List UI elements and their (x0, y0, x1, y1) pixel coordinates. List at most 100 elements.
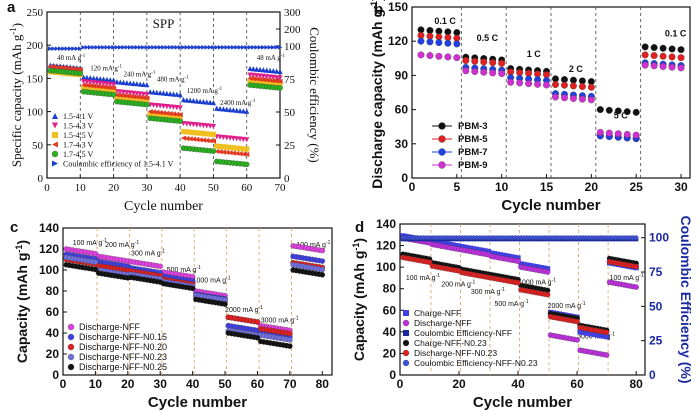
data-point (160, 113, 167, 119)
rate-label-text: 0.1 C (434, 16, 456, 26)
data-point (47, 63, 53, 70)
data-point (264, 45, 269, 50)
data-point (509, 254, 515, 260)
data-point (462, 67, 470, 75)
x-tick-label: 20 (108, 182, 120, 194)
y-axis-label-sup: -1 (369, 1, 379, 9)
data-point (220, 149, 227, 155)
data-point (614, 130, 622, 138)
data-point (650, 52, 658, 60)
y2-tick-label: 75 (649, 265, 663, 279)
rate-label-text: 1 C (527, 49, 542, 59)
rate-label: 500 mA g-1 (494, 299, 528, 308)
data-point (227, 144, 233, 151)
data-point (494, 251, 501, 257)
data-point (84, 45, 90, 50)
data-point (94, 45, 100, 50)
y-tick-label: 60 (395, 103, 409, 117)
x-tick-label: 5 (453, 180, 460, 194)
data-point (87, 86, 93, 92)
data-point (154, 45, 160, 50)
rate-label-text: 500 mA g (494, 301, 524, 308)
x-axis-label: Cycle number (473, 394, 572, 411)
data-point (81, 45, 86, 50)
legend-label: Coulombic Efficiency-NFF-N0.23 (414, 358, 538, 368)
data-point (264, 80, 270, 86)
data-point (124, 80, 130, 86)
data-point (77, 70, 84, 77)
data-point (164, 110, 170, 116)
data-point (561, 94, 568, 102)
y-axis-label: Discharge capacity (mAh g-1) (369, 0, 385, 189)
rate-label: 2400 mA g-1 (220, 99, 256, 107)
data-point (641, 43, 649, 51)
data-point (94, 83, 100, 89)
y-tick-label: 80 (383, 282, 397, 296)
data-point (319, 258, 326, 264)
rate-label-sup: -1 (226, 276, 231, 282)
legend-label: PBM-7 (458, 147, 488, 158)
data-point (230, 150, 236, 156)
data-point (167, 114, 173, 120)
data-point (161, 45, 166, 50)
data-point (48, 46, 53, 51)
data-point (157, 113, 163, 119)
data-point (130, 80, 137, 86)
rate-label: 0.5 C (477, 33, 499, 43)
legend-label: Discharge-NFF (414, 318, 472, 328)
data-point (150, 89, 157, 95)
y-tick-label: 90 (395, 68, 409, 82)
rate-label: 1 C (527, 49, 542, 59)
y-tick-label: 0 (38, 173, 44, 185)
data-point (107, 77, 113, 83)
data-point (480, 58, 488, 66)
y-tick-label: 60 (383, 303, 397, 317)
data-point (84, 86, 90, 92)
data-point (459, 244, 465, 250)
rate-label: 100 mA g-1 (406, 273, 440, 282)
data-point (170, 114, 177, 120)
rate-label-sup: -1 (102, 238, 107, 244)
rate-label-text: 1000 mA g (193, 278, 227, 285)
rate-label: 48 mA g-1 (257, 54, 286, 62)
data-point (210, 131, 217, 138)
data-point (190, 129, 197, 136)
panel-label: d (355, 219, 364, 236)
data-point (92, 259, 99, 265)
data-point (650, 44, 658, 52)
data-point (257, 66, 263, 73)
data-point (227, 107, 233, 113)
rate-label: 2000 mA g-1 (225, 305, 263, 314)
data-point (81, 74, 87, 80)
data-point (107, 85, 113, 91)
data-point (477, 247, 483, 253)
data-point (214, 143, 220, 149)
data-point (177, 111, 183, 118)
data-point (110, 82, 117, 88)
data-point (201, 45, 206, 50)
data-point (577, 329, 583, 335)
data-point (586, 330, 592, 337)
legend-marker (52, 132, 58, 138)
legend-label: Discharge-NFF-N0.23 (79, 352, 167, 362)
data-point (623, 131, 631, 138)
y-tick-label: 30 (395, 137, 409, 151)
legend-label: Discharge-NFF-N0.20 (79, 342, 167, 352)
data-point (544, 269, 551, 275)
data-point (210, 100, 217, 106)
data-point (277, 45, 283, 50)
data-point (462, 244, 468, 250)
data-point (140, 95, 147, 101)
data-point (254, 76, 260, 82)
y-tick-label: 140 (39, 221, 59, 235)
y-axis-label-close: ) (351, 238, 367, 243)
data-point (194, 130, 200, 136)
panel-d: 0 20 40 60 80 0 20 40 60 80 100 120 140 Cycle number C… (351, 215, 694, 411)
data-point (633, 284, 639, 290)
data-point (91, 86, 97, 92)
data-point (483, 248, 489, 254)
y-tick-label: 0 (401, 171, 408, 185)
data-point (605, 106, 613, 114)
data-point (244, 108, 250, 114)
data-point (587, 96, 595, 104)
